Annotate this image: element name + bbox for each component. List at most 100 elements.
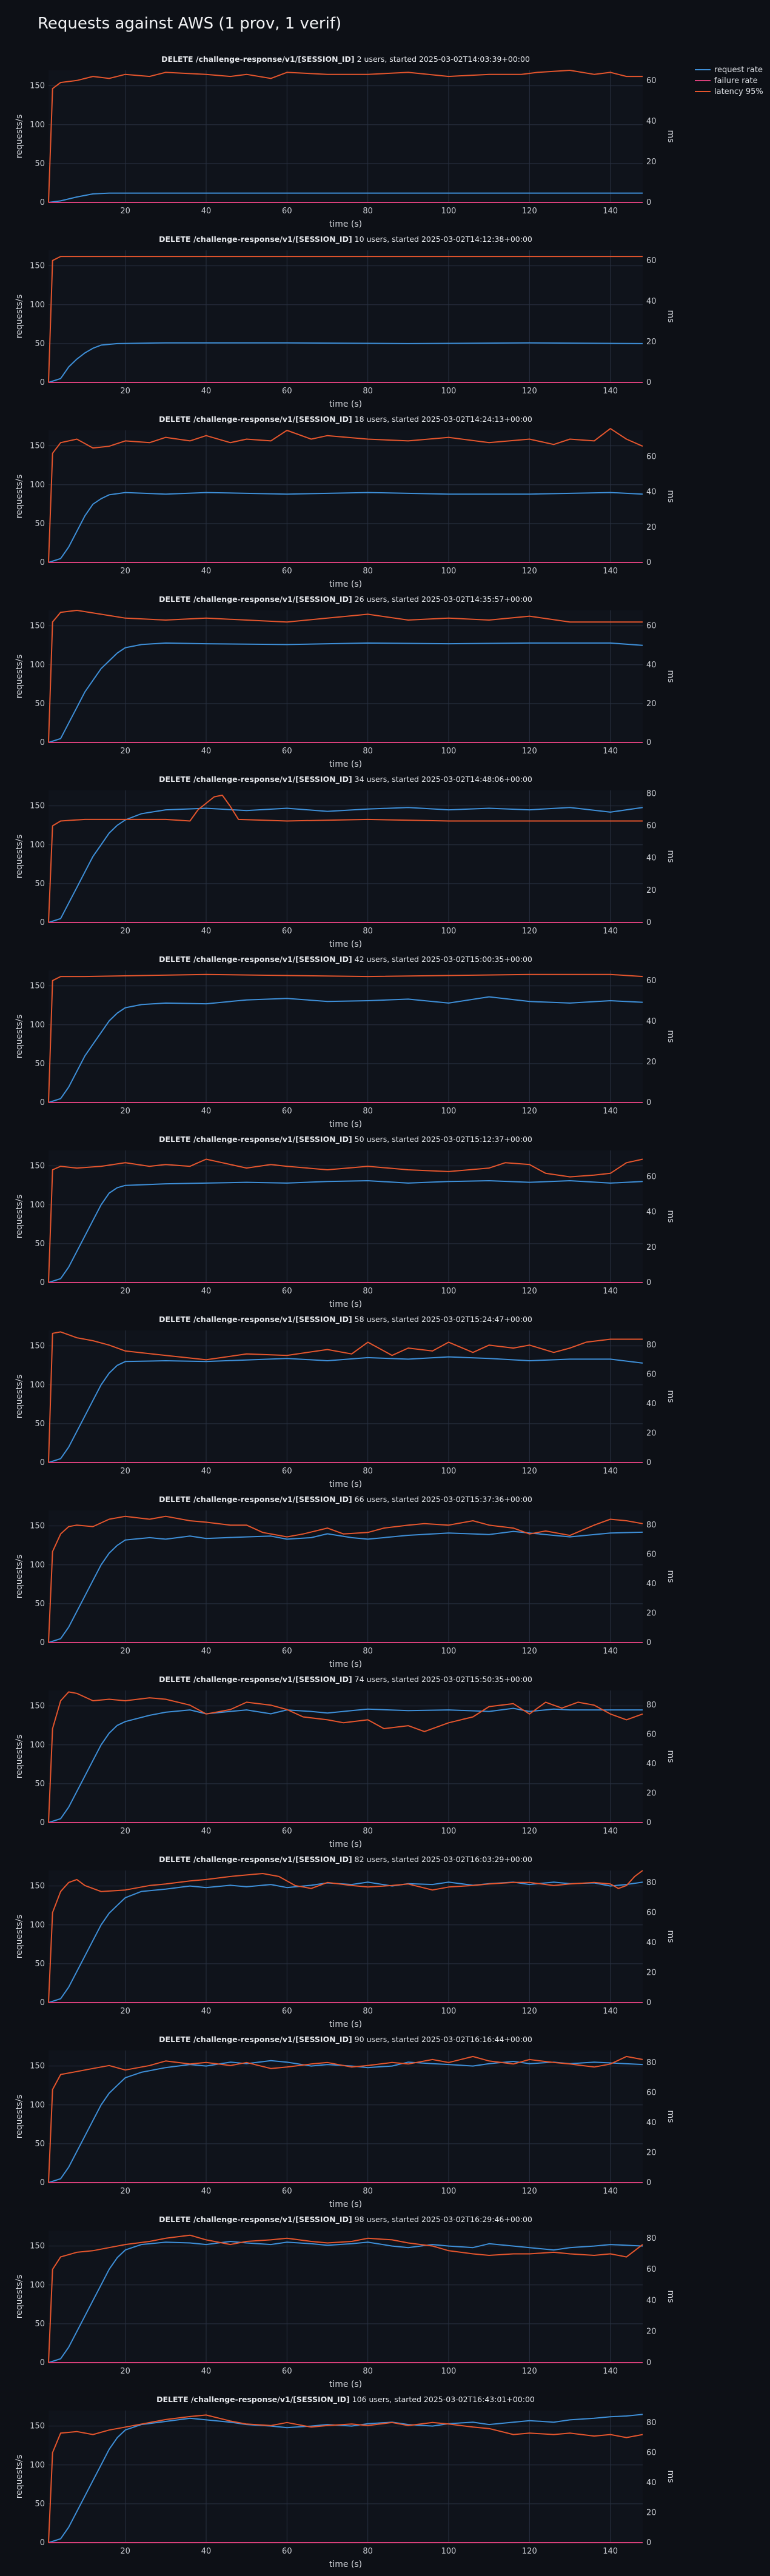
x-axis-title: time (s) [329,1660,362,1669]
y-left-tick-label: 50 [35,2500,45,2509]
x-tick-label: 80 [363,1467,373,1476]
chart-title-details: 26 users, started 2025-03-02T14:35:57+00… [352,595,532,604]
x-tick-label: 60 [282,2547,292,2556]
y-right-tick-label: 40 [646,1208,657,1217]
chart-title-details: 50 users, started 2025-03-02T15:12:37+00… [352,1135,532,1144]
y-right-tick-label: 60 [646,2088,657,2097]
y-left-axis-title: requests/s [15,115,24,159]
y-left-tick-label: 0 [40,2358,45,2367]
y-right-tick-label: 0 [646,1458,651,1467]
y-left-axis-title: requests/s [15,475,24,519]
x-tick-label: 20 [120,1107,130,1116]
y-left-tick-label: 50 [35,1059,45,1069]
x-tick-label: 100 [441,927,457,936]
y-right-tick-label: 40 [646,2118,657,2127]
x-tick-label: 100 [441,1647,457,1656]
x-tick-label: 40 [201,207,212,216]
chart-title-endpoint: DELETE /challenge-response/v1/[SESSION_I… [159,235,352,244]
chart-title-endpoint: DELETE /challenge-response/v1/[SESSION_I… [159,1315,352,1324]
y-right-tick-label: 0 [646,738,651,747]
y-left-tick-label: 100 [30,1921,45,1930]
chart-panel-8: 20 40 60 80 100 120 140050100150020406080time … [15,1315,675,1489]
y-right-tick-label: 60 [646,1550,657,1560]
y-right-axis-title: ms [666,2471,675,2483]
x-tick-label: 120 [522,387,537,396]
x-tick-label: 60 [282,2367,292,2376]
y-left-axis-title: requests/s [15,1375,24,1419]
x-tick-label: 100 [441,2187,457,2196]
y-left-tick-label: 0 [40,1278,45,1287]
y-left-tick-label: 150 [30,82,45,91]
chart-title: DELETE /challenge-response/v1/[SESSION_I… [159,2035,532,2044]
y-right-tick-label: 60 [646,76,657,85]
chart-title: DELETE /challenge-response/v1/[SESSION_I… [159,235,532,244]
x-tick-label: 20 [120,1287,130,1296]
chart-title: DELETE /challenge-response/v1/[SESSION_I… [159,415,532,424]
chart-title: DELETE /challenge-response/v1/[SESSION_I… [159,955,532,964]
y-right-tick-label: 40 [646,1400,657,1409]
plot-area [49,1330,643,1463]
y-right-tick-label: 20 [646,338,657,347]
x-axis-title: time (s) [329,399,362,409]
chart-panel-5: 20 40 60 80 100 120 140050100150020406080time … [15,775,675,949]
x-tick-label: 80 [363,747,373,756]
chart-title-endpoint: DELETE /challenge-response/v1/[SESSION_I… [159,1135,352,1144]
legend-item-failure-rate[interactable]: failure rate [695,75,763,86]
y-right-tick-label: 20 [646,1968,657,1977]
chart-title-endpoint: DELETE /challenge-response/v1/[SESSION_I… [159,955,352,964]
y-right-tick-label: 20 [646,158,657,167]
y-right-axis-title: ms [666,1030,675,1043]
x-tick-label: 60 [282,1647,292,1656]
series-line-latency-95 [48,795,643,923]
series-line-request-rate [48,192,643,203]
chart-title: DELETE /challenge-response/v1/[SESSION_I… [161,55,530,64]
y-right-tick-label: 60 [646,622,657,631]
series-line-request-rate [48,1530,643,1643]
x-tick-label: 120 [522,1287,537,1296]
y-right-tick-label: 80 [646,2418,657,2428]
x-tick-label: 80 [363,2007,373,2016]
chart-title-details: 58 users, started 2025-03-02T15:24:47+00… [352,1315,532,1324]
x-tick-label: 40 [201,927,212,936]
x-tick-label: 140 [603,1107,618,1116]
chart-title-details: 10 users, started 2025-03-02T14:12:38+00… [352,235,532,244]
y-left-tick-label: 100 [30,301,45,310]
y-left-tick-label: 100 [30,121,45,130]
x-tick-label: 80 [363,207,373,216]
series-line-request-rate [48,996,643,1103]
x-tick-label: 140 [603,1287,618,1296]
x-axis-title: time (s) [329,1840,362,1849]
legend-item-latency-95[interactable]: latency 95% [695,86,763,97]
series-line-request-rate [48,2241,643,2363]
y-right-tick-label: 80 [646,1521,657,1530]
y-right-tick-label: 20 [646,2148,657,2157]
y-left-tick-label: 100 [30,1201,45,1210]
y-left-tick-label: 0 [40,198,45,207]
series-line-request-rate [48,1180,643,1283]
chart-panel-10: 20 40 60 80 100 120 140050100150020406080time … [15,1675,675,1849]
y-right-tick-label: 40 [646,1938,657,1947]
series-line-latency-95 [48,610,643,743]
x-tick-label: 140 [603,2187,618,2196]
legend-swatch-request-rate [695,69,711,70]
y-left-tick-label: 100 [30,2281,45,2290]
x-tick-label: 140 [603,2367,618,2376]
y-right-tick-label: 0 [646,558,651,567]
y-left-tick-label: 100 [30,841,45,850]
y-right-axis-title: ms [666,310,675,323]
x-tick-label: 40 [201,1107,212,1116]
chart-panel-11: 20 40 60 80 100 120 140050100150020406080time … [15,1855,675,2029]
y-left-tick-label: 100 [30,1021,45,1030]
chart-title: DELETE /challenge-response/v1/[SESSION_I… [159,595,532,604]
series-line-latency-95 [48,1691,643,1823]
series-line-request-rate [48,2414,643,2543]
x-tick-label: 80 [363,927,373,936]
chart-title: DELETE /challenge-response/v1/[SESSION_I… [156,2395,535,2404]
legend-item-request-rate[interactable]: request rate [695,64,763,75]
y-left-tick-label: 50 [35,1240,45,1249]
y-right-tick-label: 40 [646,2478,657,2488]
y-right-tick-label: 60 [646,1730,657,1740]
chart-panel-2: 20 40 60 80 100 120 140 0 50 100 150 0 20 40 60 time (s… [15,235,675,409]
legend[interactable]: request rate failure rate latency 95% [695,64,763,97]
